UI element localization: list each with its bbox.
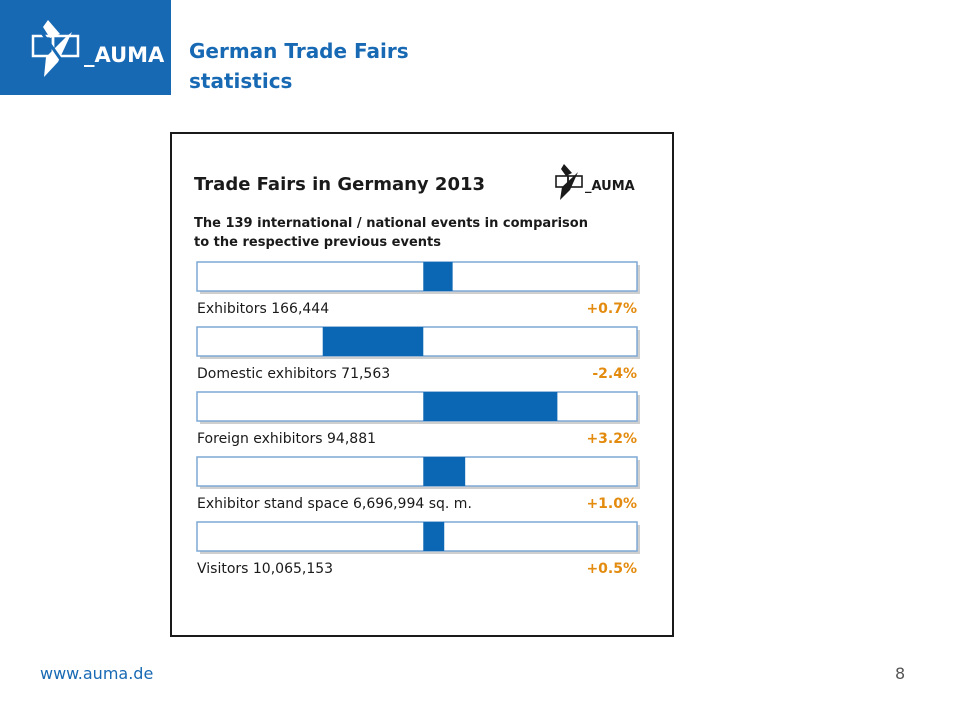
auma-logo[interactable]: _AUMA — [0, 0, 171, 95]
chart-logo: _AUMA — [555, 164, 635, 200]
auma-logo-mark: _AUMA — [31, 20, 165, 77]
value-label: +3.2% — [586, 431, 637, 447]
bar-track — [196, 521, 638, 552]
bar-track — [196, 456, 638, 487]
page-number: 8 — [895, 664, 906, 683]
bar — [423, 262, 453, 291]
bar — [423, 457, 466, 486]
bar-track — [196, 261, 638, 292]
chart-title: Trade Fairs in Germany 2013 — [194, 174, 485, 195]
category-label: Domestic exhibitors 71,563 — [197, 366, 390, 382]
bar — [322, 327, 424, 356]
value-label: +0.5% — [586, 561, 637, 577]
value-label: -2.4% — [592, 366, 637, 382]
category-label: Exhibitors 166,444 — [197, 301, 329, 317]
category-label: Visitors 10,065,153 — [197, 561, 333, 577]
page-title-line-2: statistics — [189, 69, 293, 93]
value-label: +0.7% — [586, 301, 637, 317]
footer-website-link[interactable]: www.auma.de — [40, 664, 154, 683]
bar — [423, 522, 445, 551]
chart-subtitle-line-2: to the respective previous events — [194, 235, 441, 250]
bar-rows: Exhibitors 166,444 +0.7% Domestic exhibito… — [196, 261, 640, 577]
page-title-line-1: German Trade Fairs — [189, 39, 409, 63]
bar-chart: Trade Fairs in Germany 2013 _AUMA The 13… — [194, 164, 640, 577]
page-title: German Trade Fairs statistics — [189, 36, 489, 96]
logo-text: _AUMA — [84, 43, 165, 67]
category-label: Foreign exhibitors 94,881 — [197, 431, 376, 447]
category-label: Exhibitor stand space 6,696,994 sq. m. — [197, 496, 472, 512]
value-label: +1.0% — [586, 496, 637, 512]
bar-track — [196, 391, 638, 422]
chart-frame: Trade Fairs in Germany 2013 _AUMA The 13… — [170, 132, 674, 637]
bar — [423, 392, 558, 421]
chart-logo-text: _AUMA — [585, 179, 635, 194]
chart-subtitle-line-1: The 139 international / national events … — [194, 216, 588, 231]
